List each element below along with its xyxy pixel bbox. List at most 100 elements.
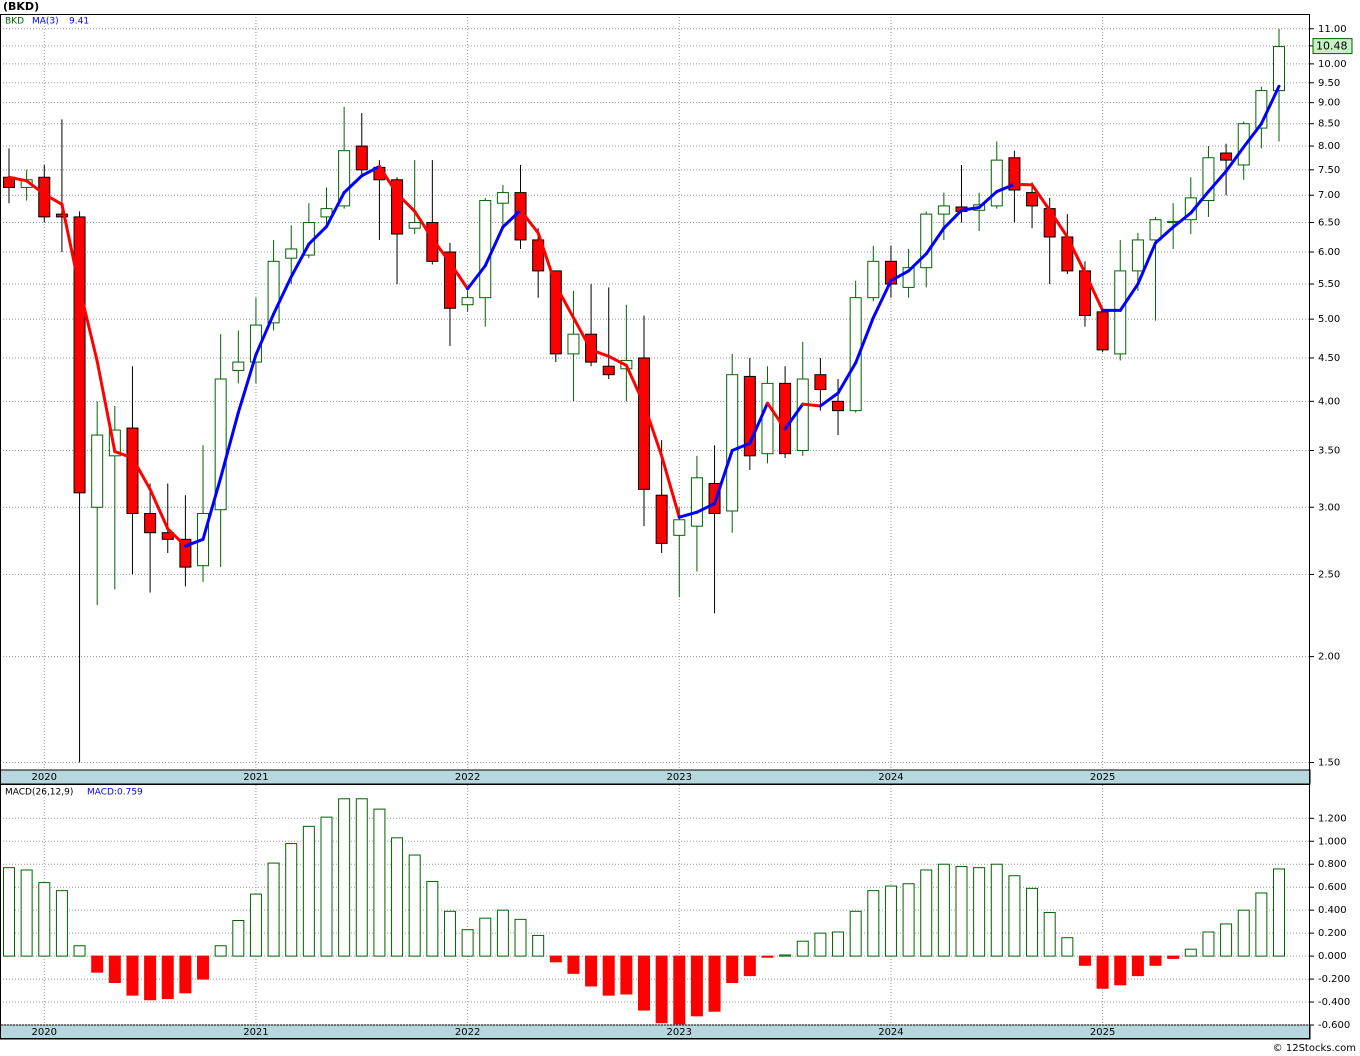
y-tick-label: 4.00 xyxy=(1318,396,1340,407)
footer: © 12Stocks.com xyxy=(1273,1043,1356,1054)
candle-body xyxy=(320,208,333,218)
ma-line xyxy=(1189,190,1210,215)
y-tick-label: 9.00 xyxy=(1318,98,1340,109)
ma-line xyxy=(183,537,205,548)
y-tick-label: 1.50 xyxy=(1318,758,1340,769)
ma-line xyxy=(1048,208,1069,239)
ma-line xyxy=(960,206,981,212)
y-tick-label: 1.200 xyxy=(1318,813,1347,824)
candle-body xyxy=(549,270,562,355)
macd-bar xyxy=(443,910,456,957)
ma-line xyxy=(836,361,858,395)
macd-bar xyxy=(602,955,615,996)
macd-bar xyxy=(814,932,827,957)
macd-bar xyxy=(197,955,210,980)
legend-entry: MA(3) xyxy=(32,17,59,27)
x-tick-label: 2025 xyxy=(1090,1027,1115,1038)
y-tick-label: -0.600 xyxy=(1318,1020,1350,1031)
candle-body xyxy=(1220,152,1233,161)
candle-body xyxy=(267,260,280,324)
ma-line xyxy=(7,175,29,183)
macd-bar xyxy=(990,863,1003,957)
y-tick-label: 0.400 xyxy=(1318,905,1347,916)
ma-line xyxy=(1171,211,1193,229)
candle-body xyxy=(532,239,545,272)
y-tick-label: 6.50 xyxy=(1318,218,1340,229)
macd-bar xyxy=(884,885,897,957)
macd-bar xyxy=(673,955,686,1025)
ma-line xyxy=(1136,241,1158,286)
y-tick-label: 0.800 xyxy=(1318,859,1347,870)
candle-body xyxy=(1131,239,1144,272)
ma-line xyxy=(1206,169,1228,194)
ma-line xyxy=(519,208,540,235)
ma-line xyxy=(501,208,523,229)
candle-body xyxy=(655,494,668,544)
candle-body xyxy=(726,374,739,512)
candle-body xyxy=(832,400,845,412)
candle-body xyxy=(144,512,157,534)
macd-bar xyxy=(920,869,933,957)
macd-bar xyxy=(355,798,368,957)
y-tick-label: 3.00 xyxy=(1318,502,1340,513)
candle-body xyxy=(708,483,721,514)
macd-bar xyxy=(1237,909,1250,957)
macd-bar xyxy=(1043,911,1056,957)
ma-line xyxy=(748,401,769,445)
ma-line xyxy=(995,182,1016,194)
macd-bar xyxy=(161,955,174,1000)
macd-bar xyxy=(373,808,386,957)
ma-line xyxy=(1154,225,1175,245)
ma-line xyxy=(395,192,417,213)
ma-line xyxy=(1030,183,1052,212)
macd-bar xyxy=(1167,955,1180,959)
candle-body xyxy=(461,297,474,306)
candle-body xyxy=(1273,46,1285,92)
y-tick-label: 6.00 xyxy=(1318,247,1340,258)
ma-line xyxy=(483,225,505,268)
candle-body xyxy=(567,333,580,355)
x-tick-label: 2021 xyxy=(243,772,268,783)
candle-body xyxy=(108,429,121,457)
candle-body xyxy=(179,538,192,568)
macd-bar xyxy=(267,862,280,957)
ma-line xyxy=(1242,122,1263,149)
ma-line xyxy=(783,402,805,431)
macd-bar xyxy=(1096,955,1109,989)
candle-body xyxy=(849,297,862,412)
ma-line xyxy=(60,202,82,290)
macd-bar xyxy=(690,955,703,1017)
candle-body xyxy=(920,213,933,269)
macd-bar xyxy=(1061,937,1074,957)
macd-bar xyxy=(955,866,968,957)
x-tick-label: 2021 xyxy=(243,1027,268,1038)
candle-body xyxy=(91,434,104,508)
x-tick-label: 2024 xyxy=(878,772,903,783)
candle-body xyxy=(126,427,139,514)
macd-bar xyxy=(285,843,298,957)
candle-body xyxy=(496,192,509,204)
x-tick-label: 2025 xyxy=(1090,772,1115,783)
macd-bar xyxy=(937,863,950,957)
macd-bar xyxy=(20,869,33,957)
ma-line xyxy=(589,348,611,358)
ma-line xyxy=(642,402,664,458)
macd-bar xyxy=(973,867,986,957)
ma-line xyxy=(924,226,946,256)
legend-value: MACD:0.759 xyxy=(87,788,143,798)
candle-body xyxy=(408,222,421,229)
ma-line xyxy=(42,192,64,206)
ma-line xyxy=(801,402,822,408)
x-tick-label: 2022 xyxy=(455,772,480,783)
candle-body xyxy=(1149,219,1162,241)
macd-bar xyxy=(867,890,880,957)
candle-body xyxy=(990,159,1003,207)
macd-bar xyxy=(73,945,86,957)
candle-body xyxy=(214,378,227,511)
macd-bar xyxy=(1114,955,1127,986)
macd-bar xyxy=(761,955,774,958)
ma-line xyxy=(977,190,999,210)
x-tick-label: 2020 xyxy=(32,1027,57,1038)
macd-bar xyxy=(620,955,633,995)
macd-bar xyxy=(55,890,68,957)
